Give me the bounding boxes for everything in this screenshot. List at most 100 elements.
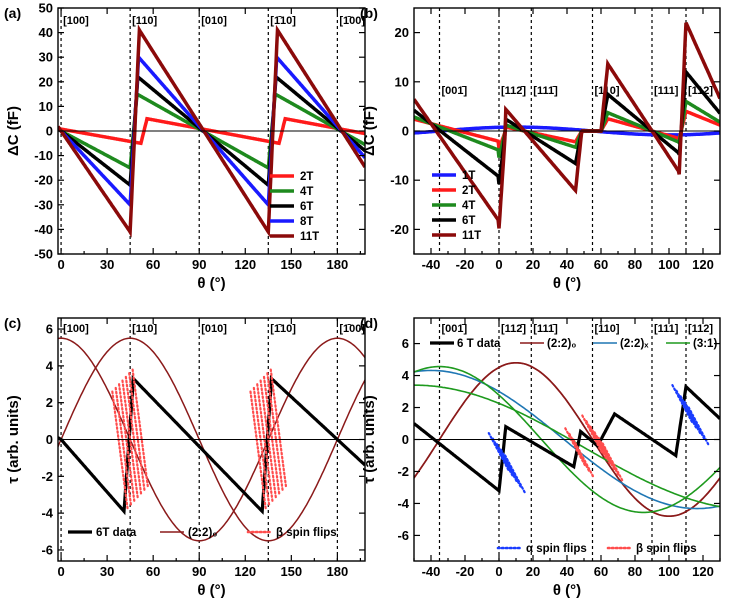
x-tick-label: 40 — [560, 257, 574, 272]
y-axis-label: ΔC (fF) — [361, 106, 378, 156]
x-tick-label: 20 — [526, 564, 540, 579]
x-tick-label: 0 — [57, 564, 64, 579]
x-axis-label: θ (°) — [553, 582, 581, 599]
direction-label: [1̄10] — [270, 323, 296, 335]
legend-label: (2:2)ₓ — [620, 338, 649, 350]
y-axis-label: τ (arb. units) — [361, 395, 378, 483]
legend-label: 6T — [300, 201, 313, 213]
x-tick-label: 0 — [495, 564, 502, 579]
y-tick-label: -40 — [34, 222, 53, 237]
y-tick-label: 0 — [46, 124, 53, 139]
spin-flip-line — [269, 368, 288, 489]
x-tick-label: 150 — [280, 257, 302, 272]
panel-1: [100] [110] [010] [1̄10] [1̄00] 0 30 60 90 120 150… — [4, 1, 366, 292]
y-tick-label: 50 — [39, 1, 53, 16]
x-tick-label: 0 — [495, 257, 502, 272]
x-tick-label: 120 — [234, 564, 256, 579]
spin-flip-line — [131, 368, 150, 489]
series-group — [414, 362, 720, 517]
legend-label: β spin flips — [636, 543, 697, 555]
x-tick-label: 180 — [327, 257, 349, 272]
spin-flip-line — [124, 375, 143, 496]
legend-label: 1T — [462, 170, 475, 182]
spin-flip-line — [114, 386, 133, 507]
direction-label: [1̄00] — [339, 15, 365, 27]
y-tick-label: -10 — [34, 148, 53, 163]
y-tick-label: 2 — [402, 400, 409, 415]
y-tick-label: 20 — [39, 74, 53, 89]
x-tick-label: 40 — [560, 564, 574, 579]
direction-label: [1̄10] — [270, 15, 296, 27]
x-tick-label: 0 — [57, 257, 64, 272]
x-tick-label: 60 — [146, 257, 160, 272]
legend-label: (3:1) — [693, 338, 717, 350]
direction-label: [110] — [132, 15, 157, 27]
model-curve — [414, 369, 720, 510]
x-tick-label: 20 — [526, 257, 540, 272]
y-tick-label: -4 — [397, 496, 409, 511]
y-tick-label: -20 — [34, 173, 53, 188]
y-tick-label: 4 — [402, 368, 410, 383]
series-line-4T — [414, 98, 720, 159]
x-tick-label: -20 — [456, 257, 475, 272]
x-tick-label: -40 — [422, 257, 441, 272]
panel-label: (a) — [4, 5, 21, 21]
y-tick-label: -2 — [397, 464, 409, 479]
direction-label: [110] — [132, 323, 157, 335]
x-axis-label: θ (°) — [197, 582, 225, 599]
panel-3: [100] [110] [010] [1̄10] [1̄00]0 30 60 90 120 150… — [4, 315, 366, 599]
y-tick-label: 40 — [39, 25, 53, 40]
x-tick-label: 180 — [327, 564, 349, 579]
x-axis-label: θ (°) — [553, 275, 581, 292]
spin-flip-line — [249, 390, 267, 511]
legend-label: 2T — [462, 185, 475, 197]
legend-label: (2:2)₀ — [188, 527, 217, 539]
direction-label: [112̄] — [501, 323, 526, 335]
x-tick-label: 30 — [100, 257, 114, 272]
y-tick-label: 20 — [395, 25, 409, 40]
legend-label: 8T — [300, 216, 313, 228]
direction-label: [100] — [63, 15, 89, 27]
direction-label: [111̄] — [533, 323, 558, 335]
direction-label: [112̄] — [501, 85, 526, 97]
y-tick-label: 0 — [46, 432, 53, 447]
x-tick-label: 60 — [146, 564, 160, 579]
y-tick-label: 30 — [39, 50, 53, 65]
legend-label: 6 T data — [457, 338, 501, 350]
model-curve — [414, 362, 720, 517]
spin-flip-line — [572, 438, 595, 479]
panel-label: (d) — [360, 315, 378, 331]
legend-label: β spin flips — [276, 527, 337, 539]
y-tick-label: 0 — [402, 432, 409, 447]
direction-label: [110] — [595, 323, 620, 335]
y-tick-label: 0 — [402, 124, 409, 139]
x-tick-label: 30 — [100, 564, 114, 579]
spin-flip-line — [504, 454, 527, 495]
x-tick-label: 80 — [628, 257, 642, 272]
x-tick-label: 90 — [192, 564, 206, 579]
y-tick-label: 2 — [46, 395, 53, 410]
model-curve-cos — [58, 337, 365, 542]
legend-label: 2T — [300, 171, 313, 183]
spin-flip-line — [117, 383, 136, 504]
model-curve — [414, 384, 720, 508]
legend-label: α spin flips — [526, 543, 587, 555]
y-tick-label: 10 — [395, 74, 409, 89]
series-line-11T — [58, 24, 365, 238]
model-curve-sin — [58, 337, 365, 542]
spin-flip-line — [256, 383, 274, 504]
x-tick-label: 120 — [234, 257, 256, 272]
x-tick-label: 150 — [280, 564, 302, 579]
x-tick-label: 100 — [658, 564, 680, 579]
x-tick-label: 80 — [628, 564, 642, 579]
series-line-11T — [414, 22, 720, 229]
x-tick-label: -40 — [422, 564, 441, 579]
spin-flip-line — [601, 442, 625, 483]
y-tick-label: 6 — [402, 336, 409, 351]
series-line-data — [58, 374, 365, 516]
x-tick-label: 90 — [192, 257, 206, 272]
panel-label: (c) — [4, 315, 21, 331]
series-line-6T — [414, 67, 720, 185]
series-line-2T — [414, 108, 720, 150]
y-tick-label: -4 — [41, 506, 53, 521]
